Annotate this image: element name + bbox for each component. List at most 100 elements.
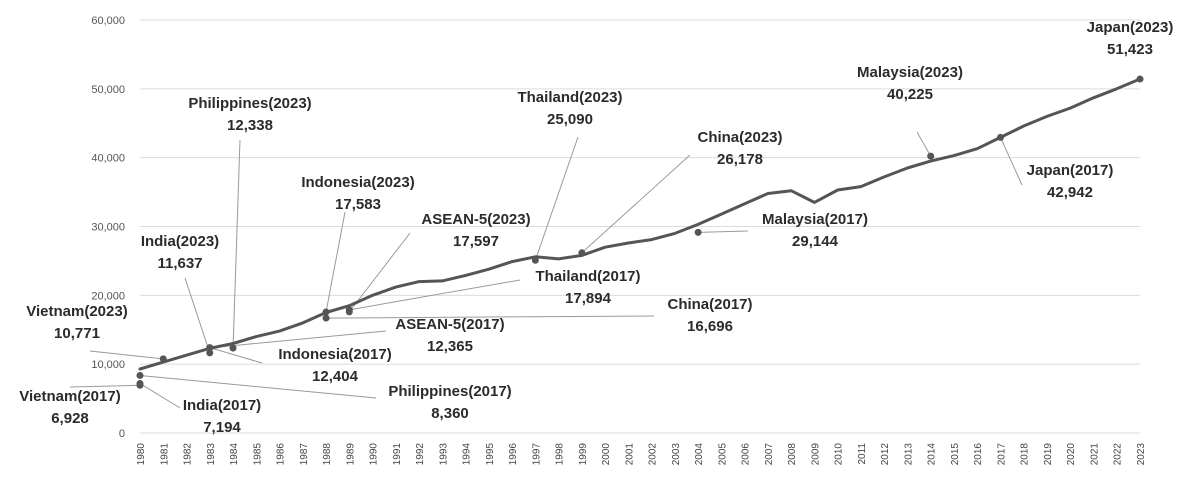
annotation-point — [206, 349, 214, 357]
annotation-point — [159, 355, 167, 363]
annotation-value: 12,365 — [427, 338, 473, 355]
x-tick-label: 2008 — [787, 443, 798, 466]
x-tick-label: 1992 — [415, 443, 426, 466]
y-tick-label: 20,000 — [91, 290, 125, 302]
x-tick-label: 1998 — [555, 443, 566, 466]
annotation-label: Vietnam(2017) — [19, 388, 120, 405]
x-tick-label: 2022 — [1113, 443, 1124, 466]
annotation-value: 16,696 — [687, 318, 733, 335]
x-tick-label: 1980 — [136, 443, 147, 466]
x-tick-label: 2013 — [903, 443, 914, 466]
annotation-leader-lines — [69, 131, 1023, 409]
annotation-point — [345, 306, 353, 314]
annotation-value: 42,942 — [1047, 184, 1093, 201]
annotation-leader — [139, 383, 181, 409]
x-tick-label: 2006 — [741, 443, 752, 466]
x-tick-label: 2003 — [671, 443, 682, 466]
annotation-leader — [232, 139, 241, 349]
x-tick-label: 2009 — [810, 443, 821, 466]
annotation-value: 12,338 — [227, 117, 273, 134]
annotation-label: China(2023) — [697, 129, 782, 146]
x-tick-label: 2001 — [624, 443, 635, 466]
x-tick-label: 1983 — [206, 443, 217, 466]
x-tick-label: 2004 — [694, 443, 705, 466]
annotation-value: 29,144 — [792, 233, 839, 250]
annotation-leader — [698, 230, 749, 233]
y-tick-label: 10,000 — [91, 359, 125, 371]
annotation-label: Philippines(2017) — [388, 383, 511, 400]
x-tick-label: 2005 — [717, 443, 728, 466]
annotation-point — [136, 379, 144, 387]
annotation-label: China(2017) — [667, 296, 752, 313]
x-tick-label: 1982 — [183, 443, 194, 466]
x-tick-label: 2014 — [927, 443, 938, 466]
annotation-labels: Japan(2023) 51,423 Malaysia(2023) 40,225 Jap… — [19, 19, 1173, 436]
annotation-label: Japan(2017) — [1027, 162, 1114, 179]
annotation-label: Indonesia(2023) — [301, 174, 414, 191]
annotation-value: 17,583 — [335, 196, 381, 213]
y-tick-label: 60,000 — [91, 15, 125, 27]
annotation-leader — [209, 330, 387, 349]
annotation-label: Vietnam(2023) — [26, 303, 127, 320]
x-tick-label: 2007 — [764, 443, 775, 466]
x-tick-label: 1988 — [322, 443, 333, 466]
annotation-label: Indonesia(2017) — [278, 346, 391, 363]
annotation-label: India(2017) — [183, 397, 261, 414]
annotation-label: Philippines(2023) — [188, 95, 311, 112]
annotation-leader — [534, 136, 579, 261]
annotation-value: 12,404 — [312, 368, 359, 385]
annotation-label: Malaysia(2017) — [762, 211, 868, 228]
x-tick-label: 1999 — [578, 443, 589, 466]
annotation-label: Malaysia(2023) — [857, 64, 963, 81]
x-tick-label: 2011 — [857, 443, 868, 465]
annotation-value: 8,360 — [431, 405, 469, 422]
annotation-point — [1136, 75, 1144, 83]
annotation-value: 10,771 — [54, 325, 100, 342]
annotation-leader — [184, 277, 211, 354]
annotation-value: 40,225 — [887, 86, 933, 103]
annotation-label: ASEAN-5(2017) — [395, 316, 504, 333]
annotation-value: 25,090 — [547, 111, 593, 128]
annotation-value: 6,928 — [51, 410, 89, 427]
annotation-leader — [349, 279, 521, 311]
y-tick-label: 30,000 — [91, 222, 125, 234]
y-tick-label: 50,000 — [91, 84, 125, 96]
annotation-value: 17,597 — [453, 233, 499, 250]
x-tick-label: 1997 — [531, 443, 542, 466]
x-tick-label: 1990 — [369, 443, 380, 466]
annotation-point — [206, 344, 214, 352]
x-tick-label: 1991 — [392, 443, 403, 466]
x-tick-label: 2021 — [1089, 443, 1100, 466]
x-tick-label: 1994 — [462, 443, 473, 466]
x-tick-label: 1981 — [159, 443, 170, 466]
x-tick-label: 2019 — [1043, 443, 1054, 466]
y-tick-label: 0 — [119, 428, 125, 440]
annotation-point — [322, 314, 330, 322]
annotation-value: 11,637 — [157, 255, 202, 272]
annotation-point — [996, 133, 1004, 141]
annotation-value: 51,423 — [1107, 41, 1153, 58]
annotation-point — [578, 249, 586, 257]
series-line — [138, 77, 1142, 371]
annotation-leader — [326, 315, 655, 319]
x-tick-label: 1989 — [345, 443, 356, 466]
annotation-point — [927, 152, 935, 160]
annotation-label: India(2023) — [141, 233, 219, 250]
gridlines — [140, 19, 1140, 434]
annotation-label: Thailand(2023) — [517, 89, 622, 106]
annotation-value: 26,178 — [717, 151, 763, 168]
annotation-leader — [69, 384, 141, 388]
annotation-leader — [209, 347, 263, 364]
annotation-point — [322, 308, 330, 316]
x-tick-label: 1984 — [229, 443, 240, 466]
annotation-label: Japan(2023) — [1087, 19, 1174, 36]
y-axis-tick-labels: 0 10,000 20,000 30,000 40,000 50,000 60,000 — [91, 15, 125, 440]
x-tick-label: 2023 — [1136, 443, 1147, 466]
x-tick-label: 1987 — [299, 443, 310, 466]
annotation-leader — [1000, 137, 1023, 186]
x-tick-label: 2012 — [880, 443, 891, 466]
annotation-point — [229, 344, 237, 352]
x-tick-label: 1996 — [508, 443, 519, 466]
annotation-value: 17,894 — [565, 290, 612, 307]
